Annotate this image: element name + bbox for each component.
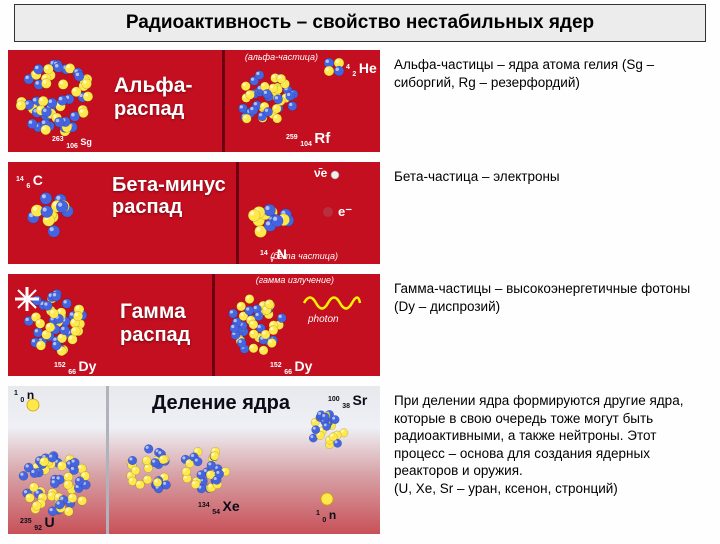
beta-divider — [236, 162, 239, 264]
iso-rf-z: 104 — [300, 141, 312, 148]
iso-dy-r-mass: 152 — [270, 362, 282, 369]
iso-he-mass: 4 — [346, 64, 350, 71]
iso-xe-sym: Xe — [223, 498, 240, 514]
iso-he-sym: He — [359, 60, 377, 76]
fission-desc-text: При делении ядра формируются другие ядра… — [394, 392, 702, 497]
beta-diagram: Бета-минус распад ν̄e e⁻ (бета частица) … — [8, 162, 380, 264]
gamma-daughter-nucleus — [224, 292, 290, 358]
iso-c14-z: 6 — [26, 183, 30, 190]
beta-label-2: распад — [112, 196, 182, 219]
iso-n-out-sym: n — [329, 508, 336, 522]
alpha-parent-nucleus — [14, 56, 100, 142]
iso-u-mass: 235 — [20, 518, 32, 525]
iso-u235: 235 92 U — [20, 514, 55, 530]
fission-label: Деление ядра — [152, 392, 290, 415]
iso-n14-mass: 14 — [260, 250, 268, 257]
alpha-label-1: Альфа- — [114, 74, 192, 98]
iso-sg-sym: Sg — [80, 137, 92, 147]
iso-dy-r-sym: Dy — [295, 358, 313, 374]
fission-diagram: Деление ядра 1 0 n 235 92 U 134 54 Xe 10… — [8, 386, 380, 534]
iso-n-in-z: 0 — [20, 397, 24, 404]
iso-he-z: 2 — [352, 71, 356, 78]
row-fission: Деление ядра 1 0 n 235 92 U 134 54 Xe 10… — [8, 386, 712, 534]
beta-desc-text: Бета-частица – электроны — [394, 168, 560, 186]
gamma-diagram: (гамма излучение) Гамма распад photon 15… — [8, 274, 380, 376]
iso-n-out-z: 0 — [322, 517, 326, 524]
iso-dy-r-z: 66 — [284, 369, 292, 376]
beta-label-1: Бета-минус — [112, 174, 226, 197]
iso-n14: 14 7 N — [260, 246, 287, 262]
gamma-divider — [212, 274, 215, 376]
antineutrino-symbol: ν̄e — [314, 166, 327, 180]
gamma-label-2: распад — [120, 324, 190, 347]
iso-c14-mass: 14 — [16, 176, 24, 183]
iso-dy-left: 152 66 Dy — [54, 358, 96, 374]
gamma-particle-caption: (гамма излучение) — [256, 275, 334, 285]
iso-he: 4 2 He — [346, 60, 377, 76]
iso-rf: 259 104 Rf — [286, 130, 330, 147]
excitation-star-icon — [12, 284, 42, 314]
photon-icon — [302, 292, 362, 314]
iso-n-in: 1 0 n — [14, 388, 34, 402]
antineutrino-icon — [330, 170, 340, 180]
iso-c14-sym: C — [33, 172, 43, 188]
sr-fragment — [306, 408, 350, 452]
iso-n14-z: 7 — [270, 257, 274, 264]
iso-sr-sym: Sr — [353, 392, 368, 408]
fission-description: При делении ядра формируются другие ядра… — [380, 386, 712, 534]
photon-label: photon — [308, 314, 339, 325]
iso-u-z: 92 — [34, 525, 42, 532]
page-title: Радиоактивность – свойство нестабильных … — [14, 4, 706, 42]
iso-n14-sym: N — [277, 246, 287, 262]
iso-n-out-mass: 1 — [316, 510, 320, 517]
iso-n-in-mass: 1 — [14, 390, 18, 397]
iso-xe-mass: 134 — [198, 502, 210, 509]
iso-xe: 134 54 Xe — [198, 498, 240, 514]
beta-parent-nucleus — [26, 190, 76, 240]
alpha-label-2: распад — [114, 98, 184, 121]
row-gamma: (гамма излучение) Гамма распад photon 15… — [8, 274, 712, 376]
u235-nucleus — [16, 444, 94, 522]
alpha-desc-text: Альфа-частицы – ядра атома гелия (Sg – с… — [394, 56, 702, 91]
electron-symbol: e⁻ — [338, 204, 352, 220]
iso-rf-mass: 259 — [286, 134, 298, 141]
alpha-description: Альфа-частицы – ядра атома гелия (Sg – с… — [380, 50, 712, 152]
gamma-desc-text: Гамма-частицы – высокоэнергетичные фотон… — [394, 280, 702, 315]
fission-divider — [106, 386, 109, 534]
iso-n-out: 1 0 n — [316, 508, 336, 522]
alpha-diagram: (альфа-частица) Альфа- распад 263 106 Sg… — [8, 50, 380, 152]
row-beta: Бета-минус распад ν̄e e⁻ (бета частица) … — [8, 162, 712, 264]
outgoing-neutron-icon — [320, 492, 334, 506]
beta-description: Бета-частица – электроны — [380, 162, 712, 264]
iso-sr-z: 38 — [342, 403, 350, 410]
gamma-description: Гамма-частицы – высокоэнергетичные фотон… — [380, 274, 712, 376]
iso-c14: 14 6 C — [16, 172, 43, 188]
iso-rf-sym: Rf — [314, 130, 330, 147]
iso-n-in-sym: n — [27, 388, 34, 402]
iso-sr-mass: 100 — [328, 396, 340, 403]
gamma-label-1: Гамма — [120, 300, 186, 324]
iso-sg-mass: 263 — [52, 136, 64, 143]
iso-sg-z: 106 — [66, 143, 78, 150]
alpha-particle-caption: (альфа-частица) — [245, 52, 318, 62]
alpha-divider — [222, 50, 225, 152]
iso-dy-right: 152 66 Dy — [270, 358, 312, 374]
row-alpha: (альфа-частица) Альфа- распад 263 106 Sg… — [8, 50, 712, 152]
iso-dy-l-sym: Dy — [79, 358, 97, 374]
iso-sr: 100 38 Sr — [328, 392, 367, 408]
electron-icon — [322, 206, 334, 218]
iso-u-sym: U — [45, 514, 55, 530]
beta-daughter-nucleus — [246, 194, 296, 244]
iso-dy-l-z: 66 — [68, 369, 76, 376]
alpha-daughter-nucleus — [234, 68, 300, 134]
alpha-particle-icon — [322, 56, 346, 78]
iso-sg: 263 106 Sg — [52, 137, 92, 147]
iso-xe-z: 54 — [212, 509, 220, 516]
iso-dy-l-mass: 152 — [54, 362, 66, 369]
